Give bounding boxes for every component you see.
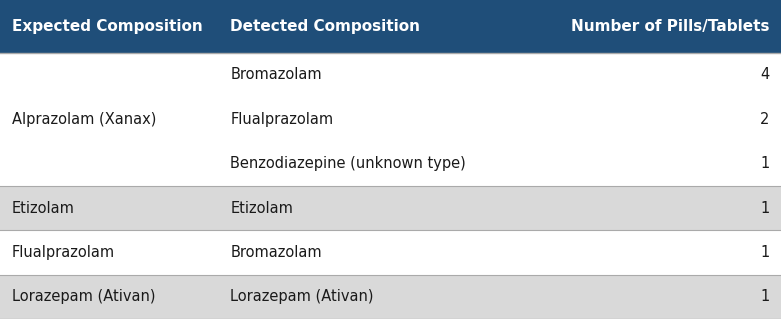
Text: 1: 1 <box>760 245 769 260</box>
Bar <box>0 53 781 97</box>
Text: Flualprazolam: Flualprazolam <box>12 245 115 260</box>
Text: Bromazolam: Bromazolam <box>230 245 322 260</box>
Bar <box>0 186 781 230</box>
Bar <box>0 141 781 186</box>
Text: 1: 1 <box>760 289 769 304</box>
Text: Detected Composition: Detected Composition <box>230 19 420 34</box>
Text: Lorazepam (Ativan): Lorazepam (Ativan) <box>12 289 155 304</box>
Text: Flualprazolam: Flualprazolam <box>230 112 333 127</box>
Text: 1: 1 <box>760 201 769 216</box>
Text: Benzodiazepine (unknown type): Benzodiazepine (unknown type) <box>230 156 466 171</box>
Text: Etizolam: Etizolam <box>12 201 75 216</box>
Text: Bromazolam: Bromazolam <box>230 67 322 82</box>
Text: 1: 1 <box>760 156 769 171</box>
Text: 4: 4 <box>760 67 769 82</box>
Text: Number of Pills/Tablets: Number of Pills/Tablets <box>571 19 769 34</box>
Bar <box>0 230 781 275</box>
Text: Expected Composition: Expected Composition <box>12 19 202 34</box>
Bar <box>0 275 781 319</box>
Bar <box>0 0 781 53</box>
Bar <box>0 97 781 141</box>
Text: 2: 2 <box>760 112 769 127</box>
Text: Alprazolam (Xanax): Alprazolam (Xanax) <box>12 112 156 127</box>
Text: Lorazepam (Ativan): Lorazepam (Ativan) <box>230 289 374 304</box>
Text: Etizolam: Etizolam <box>230 201 294 216</box>
